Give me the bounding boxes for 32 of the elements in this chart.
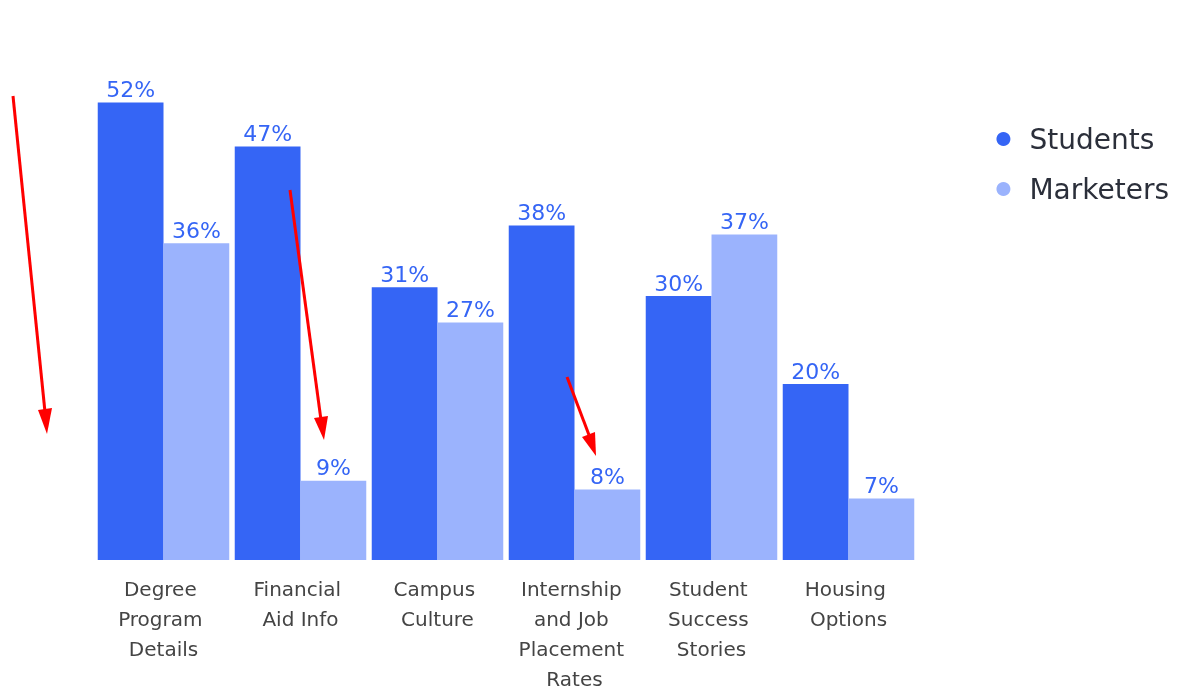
bar xyxy=(645,296,712,560)
x-tick-label: Campus Culture xyxy=(393,577,482,631)
data-label: 30% xyxy=(654,270,704,296)
bar xyxy=(234,146,301,560)
bar xyxy=(711,234,778,560)
bar xyxy=(574,489,641,560)
x-tick-label: Degree Program Details xyxy=(118,577,209,661)
legend-label: Marketers xyxy=(1029,172,1169,206)
data-label: 8% xyxy=(589,464,625,490)
bar xyxy=(163,243,230,560)
data-label: 9% xyxy=(315,455,351,481)
data-label: 31% xyxy=(380,261,430,287)
bar xyxy=(848,498,915,560)
legend-label: Students xyxy=(1029,122,1155,156)
data-label: 52% xyxy=(106,76,156,102)
bar xyxy=(97,102,164,560)
data-label: 36% xyxy=(171,217,221,243)
bar xyxy=(508,225,575,560)
bar xyxy=(437,322,504,560)
x-tick-label: Housing Options xyxy=(804,577,893,631)
x-tick-label: Internship and Job Placement Rates xyxy=(518,577,631,691)
data-label: 20% xyxy=(791,358,841,384)
bar xyxy=(371,287,438,560)
bar xyxy=(300,480,367,560)
data-label: 27% xyxy=(445,296,495,322)
data-label: 38% xyxy=(517,200,567,226)
data-label: 47% xyxy=(243,120,293,146)
x-tick-label: Financial Aid Info xyxy=(253,577,348,631)
data-label: 37% xyxy=(719,208,769,234)
bar xyxy=(782,384,849,560)
x-tick-label: Student Success Stories xyxy=(668,577,755,661)
data-label: 7% xyxy=(863,472,899,498)
